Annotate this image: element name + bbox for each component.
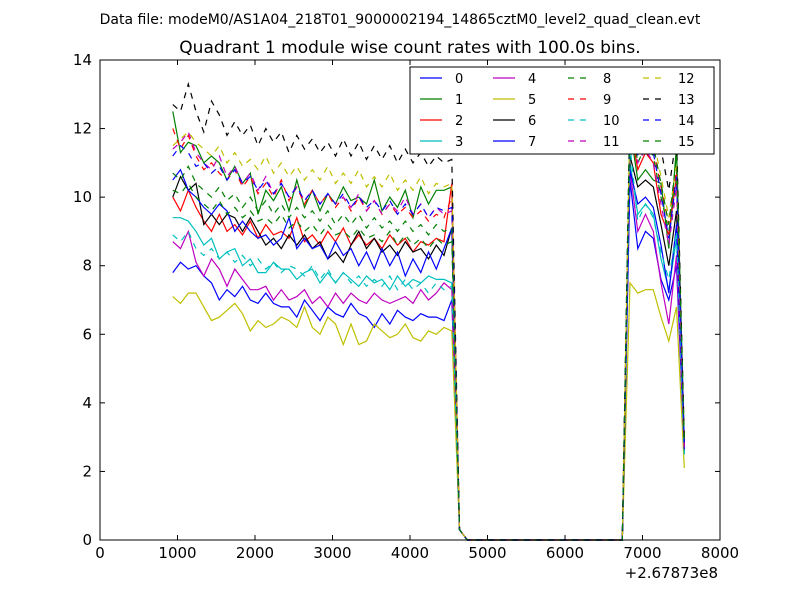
x-tick-label: 3000 (313, 544, 351, 562)
y-tick-label: 4 (82, 394, 92, 412)
series-line-1 (172, 111, 685, 541)
x-tick-label: 1000 (158, 544, 196, 562)
x-tick-label: 0 (95, 544, 105, 562)
plot-area: 0 1000 2000 3000 4000 5000 6000 7000 80000246810… (73, 51, 739, 562)
y-tick-label: 12 (73, 120, 92, 138)
series-line-15 (172, 107, 685, 541)
x-offset-label: +2.67873e8 (625, 564, 718, 582)
legend-label-2: 2 (455, 114, 463, 129)
legend-label-3: 3 (455, 135, 463, 150)
x-tick-label: 5000 (468, 544, 506, 562)
legend-label-8: 8 (603, 72, 611, 87)
y-tick-label: 8 (82, 257, 92, 275)
series-line-10 (172, 145, 685, 541)
y-tick-label: 10 (73, 188, 92, 206)
legend-label-11: 11 (603, 135, 620, 150)
series-line-12 (172, 111, 685, 541)
y-tick-label: 0 (82, 531, 92, 549)
series-line-6 (172, 155, 685, 541)
chart-title: Quadrant 1 module wise count rates with … (179, 38, 640, 58)
legend-label-0: 0 (455, 72, 463, 87)
x-tick-label: 6000 (546, 544, 584, 562)
legend-label-13: 13 (678, 93, 695, 108)
x-tick-label: 8000 (701, 544, 739, 562)
legend-label-14: 14 (678, 114, 695, 129)
series-line-2 (172, 124, 685, 541)
x-tick-label: 2000 (236, 544, 274, 562)
series-line-5 (172, 281, 685, 541)
legend-label-4: 4 (528, 72, 536, 87)
legend-label-6: 6 (528, 114, 536, 129)
y-tick-label: 14 (73, 51, 92, 69)
legend-label-9: 9 (603, 93, 611, 108)
x-tick-label: 4000 (391, 544, 429, 562)
figure-suptitle: Data file: modeM0/AS1A04_218T01_90000021… (100, 12, 701, 28)
series-line-9 (172, 128, 685, 541)
series-line-8 (172, 114, 685, 541)
legend-label-5: 5 (528, 93, 536, 108)
series-line-7 (172, 168, 685, 541)
legend-label-15: 15 (678, 135, 695, 150)
legend-label-12: 12 (678, 72, 695, 87)
legend-box (409, 66, 715, 155)
y-tick-label: 6 (82, 325, 92, 343)
y-tick-label: 2 (82, 462, 92, 480)
legend-label-1: 1 (455, 93, 463, 108)
x-tick-label: 7000 (623, 544, 661, 562)
legend-label-10: 10 (603, 114, 620, 129)
legend-label-7: 7 (528, 135, 536, 150)
series-line-4 (172, 169, 685, 541)
